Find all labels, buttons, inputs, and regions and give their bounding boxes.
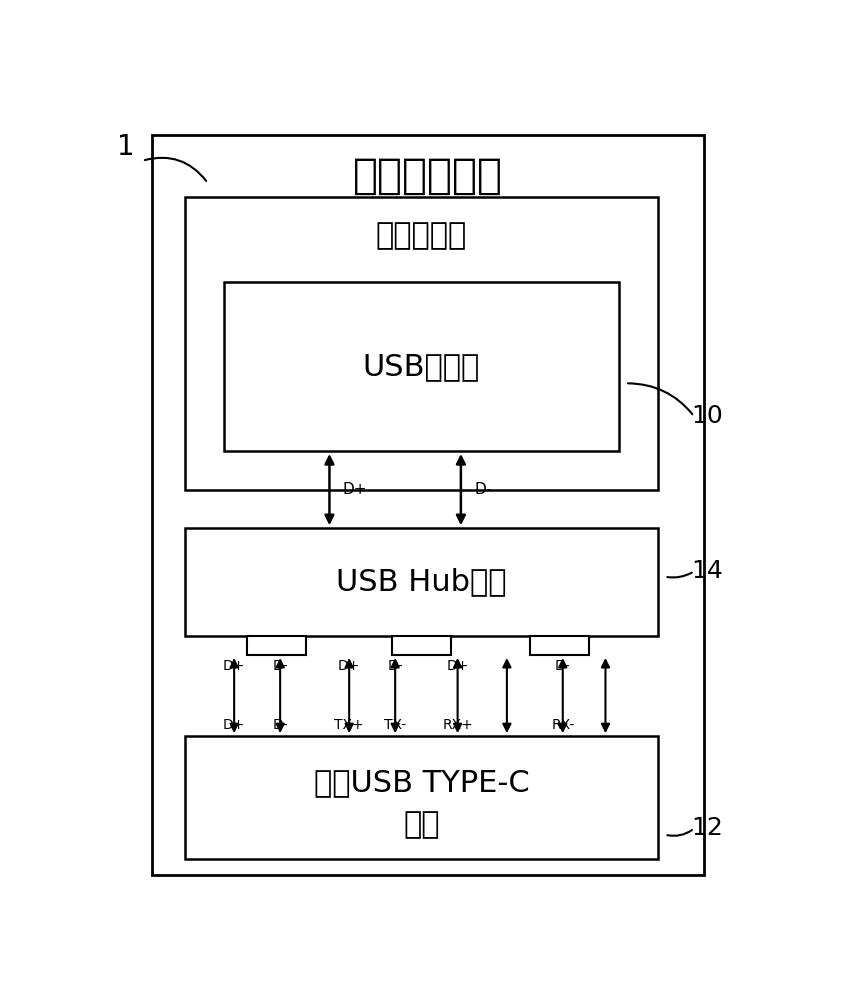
Text: D+: D+	[446, 659, 469, 673]
Text: D-: D-	[388, 659, 403, 673]
Text: 第一USB TYPE-C: 第一USB TYPE-C	[314, 768, 529, 797]
Text: USB Hub芯片: USB Hub芯片	[336, 568, 507, 596]
Text: D-: D-	[272, 718, 288, 732]
Text: TX-: TX-	[384, 718, 406, 732]
Text: D+: D+	[343, 482, 367, 497]
Text: RX-: RX-	[551, 718, 574, 732]
Text: TX+: TX+	[334, 718, 364, 732]
Bar	[185, 736, 658, 859]
Text: USB控制器: USB控制器	[363, 352, 480, 381]
Bar	[392, 636, 451, 655]
Text: 12: 12	[691, 816, 723, 840]
Text: D-: D-	[555, 659, 571, 673]
Text: 系统级芯片: 系统级芯片	[376, 221, 467, 250]
Bar	[224, 282, 619, 451]
Text: 10: 10	[691, 404, 723, 428]
Text: D+: D+	[338, 659, 360, 673]
Bar	[185, 197, 658, 490]
Text: 1: 1	[117, 133, 135, 161]
Bar	[152, 135, 704, 875]
Text: 智能移动终端: 智能移动终端	[353, 154, 503, 196]
Text: D+: D+	[223, 659, 245, 673]
Bar	[530, 636, 589, 655]
Text: 接口: 接口	[403, 810, 440, 839]
Text: RX+: RX+	[442, 718, 473, 732]
Text: 14: 14	[691, 559, 723, 583]
Bar	[248, 636, 306, 655]
Text: D-: D-	[272, 659, 288, 673]
Bar	[185, 528, 658, 636]
Text: D+: D+	[223, 718, 245, 732]
Text: D-: D-	[474, 482, 491, 497]
